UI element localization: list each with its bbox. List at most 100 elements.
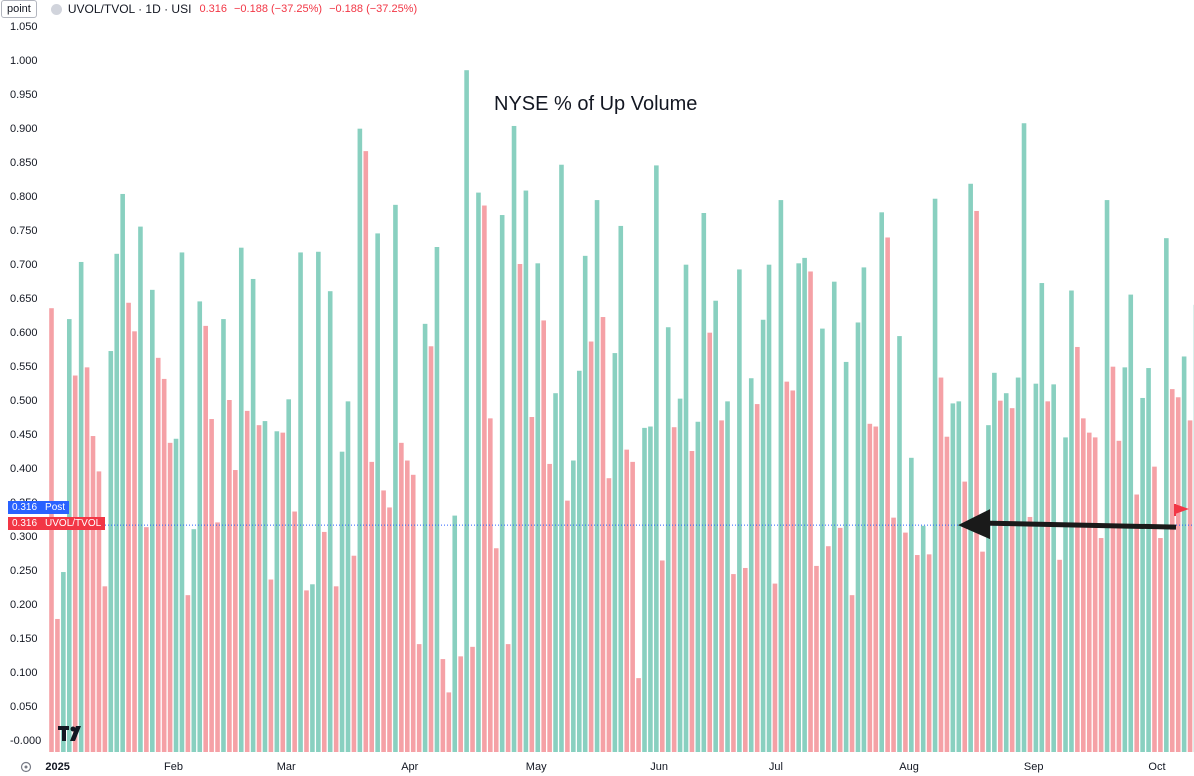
- y-tick-label: 0.050: [10, 701, 38, 713]
- settings-icon[interactable]: [20, 761, 32, 773]
- bar-46: [321, 531, 327, 752]
- bar-124: [784, 381, 790, 752]
- bar-5: [78, 261, 84, 752]
- scale-mode-button[interactable]: point: [1, 0, 37, 18]
- bar-107: [683, 264, 689, 752]
- tradingview-logo-icon[interactable]: [58, 726, 88, 742]
- bar-20: [167, 442, 173, 752]
- change-value: −0.188 (−37.25%): [233, 3, 323, 15]
- bar-92: [594, 200, 600, 752]
- bar-16: [144, 527, 149, 752]
- bar-132: [831, 281, 837, 752]
- bar-76: [499, 215, 505, 753]
- bar-163: [1015, 377, 1021, 752]
- y-tick-label: 0.250: [10, 565, 38, 577]
- bar-35: [256, 425, 262, 752]
- flag-marker-icon[interactable]: [1174, 504, 1189, 516]
- bar-10: [108, 351, 114, 752]
- bar-71: [470, 646, 475, 752]
- bar-49: [339, 451, 345, 752]
- bar-160: [998, 400, 1003, 752]
- x-tick-label: Feb: [164, 761, 183, 773]
- bar-75: [493, 548, 499, 752]
- bar-129: [814, 565, 819, 752]
- bar-80: [523, 190, 529, 752]
- bar-178: [1104, 200, 1110, 752]
- bar-41: [292, 511, 297, 752]
- bar-166: [1033, 383, 1039, 752]
- y-tick-label: 0.800: [10, 191, 38, 203]
- bar-64: [428, 346, 434, 752]
- bar-159: [992, 372, 997, 752]
- bar-157: [980, 551, 985, 752]
- bar-1: [55, 618, 60, 752]
- bar-19: [161, 378, 167, 752]
- bar-175: [1086, 432, 1092, 752]
- bar-66: [440, 659, 446, 752]
- bar-series: [49, 70, 1194, 753]
- bar-121: [766, 264, 772, 752]
- bar-67: [446, 692, 452, 752]
- y-tick-label: 0.700: [10, 259, 38, 271]
- bar-141: [885, 237, 890, 753]
- bar-126: [796, 263, 801, 752]
- bar-88: [571, 460, 576, 752]
- bar-164: [1021, 123, 1027, 753]
- symbol-title[interactable]: UVOL/TVOL · 1D · USI: [67, 2, 192, 16]
- bar-188: [1164, 238, 1169, 752]
- bar-98: [630, 461, 635, 752]
- bar-47: [327, 291, 333, 752]
- x-tick-label: Jul: [769, 761, 783, 773]
- x-tick-label: Mar: [277, 761, 296, 773]
- x-tick-label: Sep: [1024, 761, 1044, 773]
- bar-145: [909, 457, 914, 752]
- bar-174: [1081, 418, 1086, 752]
- bar-104: [665, 327, 671, 752]
- bar-136: [855, 322, 861, 752]
- bar-81: [529, 417, 535, 752]
- bar-48: [333, 586, 339, 752]
- bar-25: [197, 301, 203, 752]
- arrow-annotation-icon: [958, 509, 1177, 540]
- y-tick-label: 0.400: [10, 463, 38, 475]
- bar-24: [191, 529, 197, 752]
- bar-42: [298, 252, 303, 752]
- bar-106: [677, 398, 683, 752]
- bar-185: [1146, 368, 1151, 752]
- y-tick-label: -0.000: [10, 735, 41, 747]
- bar-17: [150, 289, 155, 752]
- y-tick-label: 0.600: [10, 327, 38, 339]
- bar-168: [1045, 401, 1051, 752]
- bar-147: [920, 525, 926, 752]
- bar-135: [849, 595, 855, 752]
- bar-84: [547, 463, 552, 752]
- bar-180: [1116, 440, 1122, 752]
- bar-173: [1075, 346, 1080, 752]
- main-price-value: 0.316: [8, 517, 42, 530]
- bar-110: [701, 213, 707, 752]
- bar-177: [1098, 538, 1104, 752]
- x-tick-label: Jun: [650, 761, 668, 773]
- bar-0: [49, 308, 54, 752]
- symbol-status-icon: [50, 3, 62, 15]
- bar-74: [488, 418, 493, 752]
- bar-101: [648, 426, 653, 752]
- bar-31: [233, 470, 238, 752]
- bar-73: [482, 205, 487, 752]
- bar-139: [873, 426, 879, 752]
- chart-annotation: NYSE % of Up Volume: [494, 93, 697, 115]
- bar-15: [138, 226, 143, 753]
- bar-95: [612, 353, 618, 752]
- bar-114: [725, 401, 730, 752]
- bar-82: [535, 263, 541, 752]
- bar-158: [986, 425, 991, 752]
- bar-36: [262, 421, 268, 752]
- bar-13: [126, 302, 131, 752]
- bar-87: [565, 500, 570, 752]
- bar-116: [737, 269, 742, 752]
- bar-37: [268, 579, 274, 752]
- x-tick-label: Oct: [1148, 761, 1165, 773]
- bar-86: [559, 164, 564, 753]
- bar-52: [357, 128, 363, 752]
